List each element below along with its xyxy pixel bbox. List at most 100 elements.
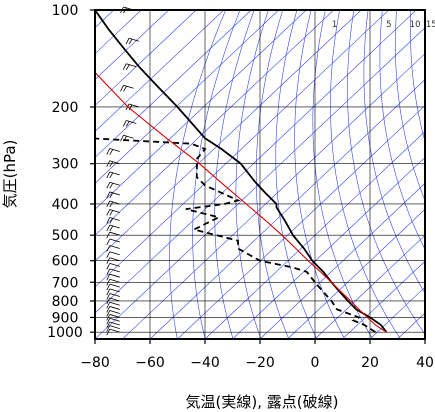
- wind-barb-flag: [120, 85, 124, 92]
- dry-adiabat-line: [275, 10, 318, 339]
- wind-barb-flag: [106, 245, 111, 252]
- dry-adiabat-line: [169, 10, 226, 339]
- wind-barb: [125, 37, 140, 45]
- dry-adiabat-line: [330, 10, 401, 339]
- wind-barb: [106, 321, 120, 329]
- wind-barb-flag: [106, 148, 111, 155]
- isotherm-line: [95, 10, 362, 262]
- wind-barb-staff: [123, 134, 134, 139]
- dry-adiabat-line: [424, 10, 425, 33]
- wind-barb-staff: [109, 217, 120, 221]
- mixing-ratio-label: 5: [386, 20, 391, 30]
- wind-barb: [106, 317, 120, 325]
- x-tick-label: 0: [311, 355, 320, 371]
- dry-adiabat-line: [192, 10, 241, 339]
- wind-barb: [120, 84, 134, 92]
- isotherm-line: [287, 208, 425, 339]
- wind-barb-staff: [109, 325, 120, 330]
- wind-barb: [106, 257, 120, 264]
- isotherm-line: [149, 79, 425, 339]
- isotherm-line: [342, 260, 425, 339]
- wind-barb-staff: [109, 257, 120, 262]
- dry-adiabat-lines: [169, 10, 425, 339]
- x-tick-label: −60: [135, 355, 165, 371]
- wind-barb: [106, 293, 120, 300]
- wind-barb-staff: [123, 84, 134, 89]
- dry-adiabat-line: [379, 10, 425, 250]
- wind-barb-staff: [109, 238, 120, 243]
- wind-barb-flag: [128, 104, 133, 111]
- wind-barb-staff: [109, 160, 120, 165]
- wind-barb-flag: [106, 306, 111, 313]
- wind-barb-staff: [128, 103, 140, 108]
- wind-barb-staff: [109, 263, 120, 267]
- wind-barb-staff: [109, 273, 120, 278]
- isotherm-line: [95, 10, 389, 288]
- isotherm-line: [95, 10, 417, 314]
- mixing-ratio-label: 10: [410, 20, 421, 30]
- wind-barb-flag: [109, 225, 114, 232]
- wind-barbs: [106, 6, 140, 336]
- wind-barb-staff: [109, 200, 120, 205]
- dry-adiabat-line: [255, 10, 290, 339]
- wind-barb-staff: [109, 293, 120, 297]
- wind-barb-flag: [106, 268, 111, 276]
- dry-adiabat-line: [235, 10, 269, 339]
- wind-barb: [106, 283, 120, 291]
- wind-barb-flag: [109, 201, 114, 208]
- wind-barb-staff: [109, 268, 120, 273]
- x-tick-label: −40: [190, 355, 220, 371]
- wind-barb-staff: [109, 191, 120, 196]
- wind-barb-flag: [122, 120, 127, 127]
- mixing-ratio-label: 15: [426, 20, 435, 30]
- wind-barb-flag: [125, 64, 130, 70]
- dry-adiabat-line: [347, 10, 425, 335]
- wind-barb-staff: [109, 224, 120, 229]
- wind-barb-flag: [106, 274, 111, 281]
- wind-barb-flag: [109, 172, 114, 179]
- y-tick-label: 1000: [47, 325, 83, 341]
- wind-barb: [106, 328, 120, 336]
- wind-barb: [106, 268, 120, 276]
- wind-barb-flag: [106, 321, 111, 329]
- wind-barb: [106, 238, 120, 246]
- wind-barb: [122, 63, 137, 70]
- wind-barb-staff: [109, 310, 120, 314]
- wind-barb-staff: [109, 148, 120, 152]
- wind-barb: [106, 301, 120, 309]
- wind-barb-flag: [125, 38, 130, 45]
- wind-barb-flag: [120, 135, 124, 142]
- isotherm-line: [95, 10, 169, 80]
- wind-barb: [106, 314, 120, 321]
- profile-lines: [95, 10, 388, 333]
- wind-barb-flag: [106, 288, 111, 296]
- wind-barb: [106, 181, 120, 189]
- wind-barb-flag: [106, 279, 111, 286]
- wind-barb-staff: [109, 314, 120, 318]
- isotherm-line: [177, 105, 425, 339]
- mixing-ratio-label: 1: [332, 20, 337, 30]
- isotherm-line: [314, 234, 425, 339]
- wind-barb-staff: [128, 37, 140, 42]
- wind-barb-flag: [106, 182, 111, 189]
- isotherm-line: [122, 53, 425, 339]
- wind-barb-staff: [109, 283, 120, 288]
- wind-barb: [106, 224, 120, 232]
- y-tick-label: 600: [52, 254, 79, 270]
- y-tick-label: 400: [52, 197, 79, 213]
- wind-barb-staff: [109, 245, 120, 249]
- x-tick-label: −80: [80, 355, 110, 371]
- wind-barb-staff: [126, 120, 137, 124]
- y-tick-label: 900: [52, 310, 79, 326]
- wind-barb-flag: [106, 191, 111, 199]
- wind-barb-flag: [109, 161, 114, 167]
- wind-barb-flag: [106, 297, 111, 305]
- wind-barb-staff: [109, 317, 120, 322]
- wind-barb-flag: [106, 263, 111, 270]
- wind-barb-flag: [106, 160, 111, 167]
- wind-barb-flag: [128, 39, 133, 45]
- wind-barb-flag: [106, 217, 111, 224]
- isotherm-line: [95, 10, 334, 236]
- wind-barb: [106, 200, 120, 208]
